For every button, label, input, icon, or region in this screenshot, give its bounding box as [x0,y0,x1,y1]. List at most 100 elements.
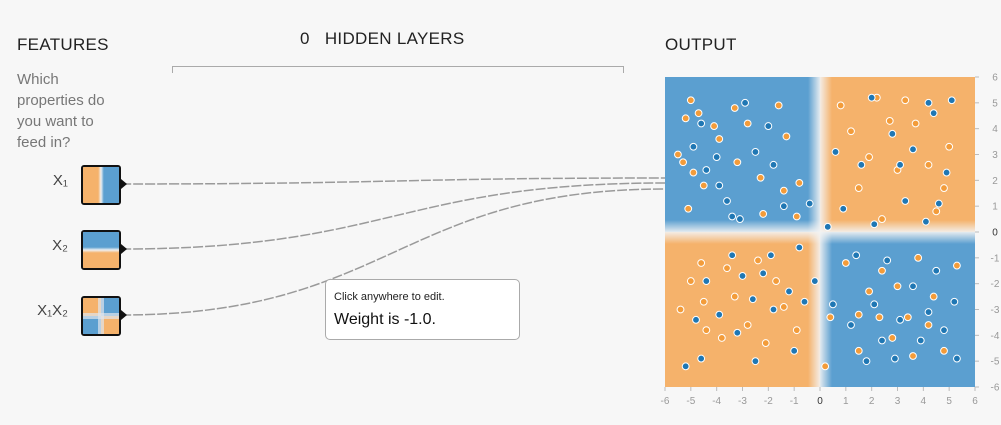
output-axes: -6 -5 -4 -3 -2 -1 0 1 2 3 4 5 6 6 5 4 3 2 1 0 -1 -2 -3 -4 -5 -6 [661,73,1000,408]
blue-point [751,148,760,156]
blue-point [759,269,768,278]
blue-point [924,308,933,316]
x-tick-label: 6 [972,396,978,407]
orange-point [888,334,897,342]
x-tick-label: -6 [661,396,670,407]
feature-x1-thumbnail [83,167,119,203]
blue-point [702,277,711,285]
orange-point [940,184,948,192]
orange-point [681,114,690,123]
weight-link-x1x2[interactable] [120,188,666,316]
blue-point [953,354,961,363]
orange-point [885,117,894,125]
orange-point [792,212,801,221]
x-tick-label: 5 [946,396,952,407]
feature-x1x2-button[interactable] [81,296,121,336]
blue-point [800,297,809,306]
blue-point [929,109,938,118]
orange-point [865,153,873,161]
blue-point [942,168,951,177]
blue-point [715,181,724,190]
orange-point [699,181,708,190]
blue-point [736,215,744,223]
x-tick-label: 3 [895,396,901,407]
orange-point [924,321,933,329]
blue-point [689,142,698,151]
blue-point [891,354,899,363]
features-question: Which properties do you want to feed in? [17,71,105,151]
blue-point [728,212,737,221]
weight-tooltip[interactable]: Click anywhere to edit. Weight is -1.0. [325,279,520,340]
blue-point [748,295,757,304]
blue-point [785,287,793,296]
blue-point [896,315,904,324]
blue-point [738,272,747,280]
blue-point [940,326,948,335]
blue-point [681,362,690,371]
orange-point [929,292,938,301]
blue-point [924,98,933,107]
output-title: OUTPUT [665,35,737,54]
blue-point [733,328,742,337]
blue-point [805,199,814,208]
blue-point [934,199,943,208]
orange-point [854,310,863,319]
y-tick-label: -2 [991,279,1000,290]
x-tick-label: -1 [790,396,799,407]
blue-point [852,251,861,260]
orange-point [743,119,752,128]
orange-point [795,179,804,187]
orange-point [689,168,698,177]
blue-point [769,305,778,314]
y-tick-label: -5 [991,357,1000,368]
feature-x1-button[interactable] [81,165,121,205]
orange-point [715,135,724,143]
orange-point [792,326,801,335]
orange-point [686,96,695,105]
tooltip-hint: Click anywhere to edit. [334,291,445,303]
blue-point [932,266,941,275]
orange-point [924,160,933,169]
orange-point [761,339,770,347]
orange-point [743,321,752,329]
blue-point [715,310,724,319]
orange-point [847,127,855,136]
feature-label-x1: X₁ [52,172,68,189]
x-tick-label: 0 [817,396,823,407]
y-tick-label: -1 [991,253,1000,264]
y-tick-label: -3 [991,305,1000,316]
y-tick-label: 0 [992,228,998,239]
y-tick-label: 5 [992,98,998,109]
blue-point [751,357,760,366]
features-title: FEATURES [17,35,109,54]
orange-point [854,346,863,355]
feature-x2-button[interactable] [81,230,121,270]
blue-point [878,336,886,345]
orange-point [841,259,850,267]
feature-x2-arrow [121,244,127,254]
x-tick-label: -3 [738,396,747,407]
x-tick-label: -4 [712,396,721,407]
y-tick-label: 1 [992,202,998,213]
orange-point [875,313,884,322]
orange-point [953,261,961,270]
blue-point [896,160,904,169]
orange-point [779,303,788,311]
hidden-layers-count: 0 [300,29,310,48]
weight-link-x2[interactable] [120,182,666,250]
weight-link-x1[interactable] [120,177,666,185]
hidden-layers-bracket [172,66,624,73]
blue-point [767,251,775,260]
orange-point [893,282,902,291]
blue-point [810,277,819,285]
blue-point [857,160,866,169]
hidden-layers-title: 0 HIDDEN LAYERS [300,29,464,49]
blue-point [764,122,773,130]
blue-point [909,145,917,154]
blue-point [823,222,832,231]
x-tick-label: 2 [869,396,875,407]
orange-point [774,101,783,110]
orange-point [772,277,780,285]
blue-point [888,129,897,138]
orange-point [945,142,954,151]
